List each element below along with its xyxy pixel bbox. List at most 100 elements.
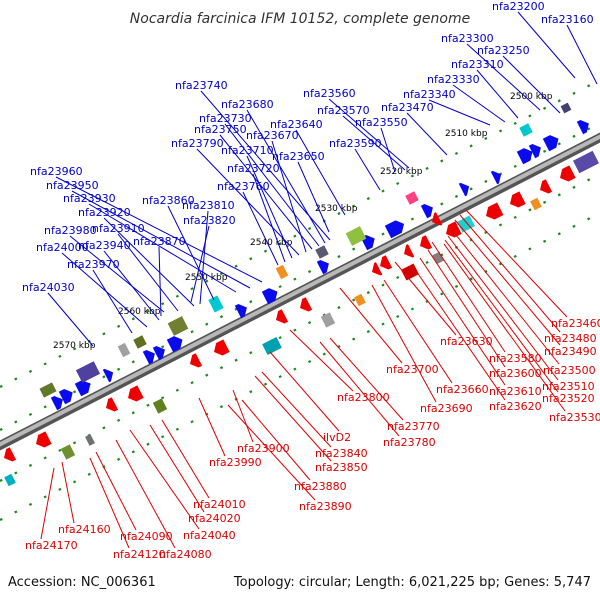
forward-gene-arrow[interactable]	[528, 141, 544, 159]
gene-label[interactable]: nfa23500	[543, 364, 596, 377]
gene-label[interactable]: nfa23550	[355, 116, 408, 129]
forward-gene-arrow[interactable]	[234, 301, 250, 319]
gene-label[interactable]: nfa23840	[315, 447, 368, 460]
gene-label[interactable]: nfa23470	[381, 101, 434, 114]
forward-gene-arrow[interactable]	[152, 343, 168, 361]
gene-label[interactable]: nfa23310	[451, 58, 504, 71]
gene-label[interactable]: nfa23990	[209, 456, 262, 469]
feature-box[interactable]	[432, 251, 444, 265]
gene-label[interactable]: nfa23940	[78, 239, 131, 252]
feature-box[interactable]	[117, 342, 131, 358]
gene-label[interactable]: nfa23900	[237, 442, 290, 455]
gene-label[interactable]: nfa23960	[30, 165, 83, 178]
gene-label[interactable]: nfa23700	[386, 363, 439, 376]
gene-label[interactable]: nfa23920	[78, 206, 131, 219]
gene-label[interactable]: nfa23910	[92, 222, 145, 235]
feature-box[interactable]	[167, 316, 189, 336]
reverse-gene-arrow[interactable]	[103, 397, 119, 414]
feature-box[interactable]	[405, 191, 419, 205]
forward-gene-arrow[interactable]	[142, 347, 158, 365]
feature-box[interactable]	[60, 444, 76, 460]
feature-box[interactable]	[345, 226, 367, 246]
forward-gene-arrow[interactable]	[490, 168, 504, 185]
gene-label[interactable]: nfa23200	[492, 0, 545, 13]
feature-box[interactable]	[519, 123, 533, 137]
reverse-gene-arrow[interactable]	[401, 244, 415, 260]
gene-label[interactable]: nfa23730	[199, 112, 252, 125]
gene-label[interactable]: nfa23860	[142, 194, 195, 207]
gene-label[interactable]: nfa23880	[294, 480, 347, 493]
gene-label[interactable]: nfa23980	[44, 224, 97, 237]
gene-label[interactable]: nfa24030	[22, 281, 75, 294]
gene-label[interactable]: nfa23620	[489, 400, 542, 413]
gene-label[interactable]: nfa23810	[182, 199, 235, 212]
feature-box[interactable]	[573, 150, 599, 174]
forward-gene-arrow[interactable]	[166, 333, 186, 353]
reverse-gene-arrow[interactable]	[537, 179, 553, 196]
gene-label[interactable]: nfa23580	[489, 352, 542, 365]
forward-gene-arrow[interactable]	[316, 257, 332, 275]
gene-label[interactable]: nfa23790	[171, 137, 224, 150]
feature-box[interactable]	[354, 293, 366, 307]
gene-label[interactable]: nfa23490	[544, 345, 597, 358]
gene-label[interactable]: nfa23670	[246, 129, 299, 142]
feature-box[interactable]	[315, 245, 329, 259]
forward-gene-arrow[interactable]	[516, 145, 536, 165]
gene-label[interactable]: nfa23330	[427, 73, 480, 86]
gene-label[interactable]: nfa23660	[436, 383, 489, 396]
gene-label[interactable]: nfa23600	[489, 367, 542, 380]
reverse-gene-arrow[interactable]	[297, 297, 313, 314]
gene-label[interactable]: nfa24170	[25, 539, 78, 552]
forward-gene-arrow[interactable]	[458, 180, 472, 197]
gene-label[interactable]: nfa23870	[133, 235, 186, 248]
gene-label[interactable]: nfa23630	[440, 335, 493, 348]
gene-label[interactable]: nfa23970	[67, 258, 120, 271]
reverse-gene-arrow[interactable]	[377, 255, 393, 272]
gene-label[interactable]: nfa23680	[221, 98, 274, 111]
gene-label[interactable]: nfa23570	[317, 104, 370, 117]
feature-box[interactable]	[262, 337, 282, 355]
gene-label[interactable]: nfa24020	[188, 512, 241, 525]
forward-gene-arrow[interactable]	[576, 117, 592, 135]
feature-box[interactable]	[85, 434, 95, 446]
gene-label[interactable]: nfa24080	[159, 548, 212, 561]
gene-label[interactable]: nfa24040	[183, 529, 236, 542]
gene-label[interactable]: nfa24000	[36, 241, 89, 254]
forward-gene-arrow[interactable]	[102, 366, 116, 383]
gene-label[interactable]: nfa23780	[383, 436, 436, 449]
forward-gene-arrow[interactable]	[420, 201, 436, 219]
feature-box[interactable]	[275, 264, 289, 280]
feature-box[interactable]	[530, 197, 542, 211]
gene-label[interactable]: ilvD2	[323, 431, 351, 444]
forward-gene-arrow[interactable]	[384, 218, 407, 239]
gene-label[interactable]: nfa23820	[183, 214, 236, 227]
gene-label[interactable]: nfa23640	[270, 118, 323, 131]
feature-box[interactable]	[560, 102, 572, 114]
feature-box[interactable]	[39, 382, 57, 398]
feature-box[interactable]	[320, 312, 336, 328]
feature-box[interactable]	[133, 335, 147, 349]
reverse-gene-arrow[interactable]	[1, 447, 17, 464]
gene-label[interactable]: nfa23340	[403, 88, 456, 101]
gene-label[interactable]: nfa23160	[541, 13, 594, 26]
gene-label[interactable]: nfa23760	[217, 180, 270, 193]
reverse-gene-arrow[interactable]	[125, 385, 144, 404]
reverse-gene-arrow[interactable]	[33, 431, 52, 450]
gene-label[interactable]: nfa23530	[549, 411, 600, 424]
gene-label[interactable]: nfa23850	[315, 461, 368, 474]
gene-label[interactable]: nfa23560	[303, 87, 356, 100]
gene-label[interactable]: nfa23750	[194, 123, 247, 136]
gene-label[interactable]: nfa24010	[193, 498, 246, 511]
reverse-gene-arrow[interactable]	[507, 191, 526, 210]
feature-box[interactable]	[4, 473, 16, 487]
reverse-gene-arrow[interactable]	[429, 212, 443, 228]
gene-label[interactable]: nfa23480	[544, 332, 597, 345]
forward-gene-arrow[interactable]	[261, 285, 281, 305]
gene-label[interactable]: nfa23590	[329, 137, 382, 150]
reverse-gene-arrow[interactable]	[557, 165, 576, 184]
gene-label[interactable]: nfa23950	[46, 179, 99, 192]
gene-label[interactable]: nfa23650	[272, 150, 325, 163]
gene-label[interactable]: nfa23740	[175, 79, 228, 92]
feature-box[interactable]	[75, 361, 101, 383]
gene-label[interactable]: nfa23520	[542, 392, 595, 405]
